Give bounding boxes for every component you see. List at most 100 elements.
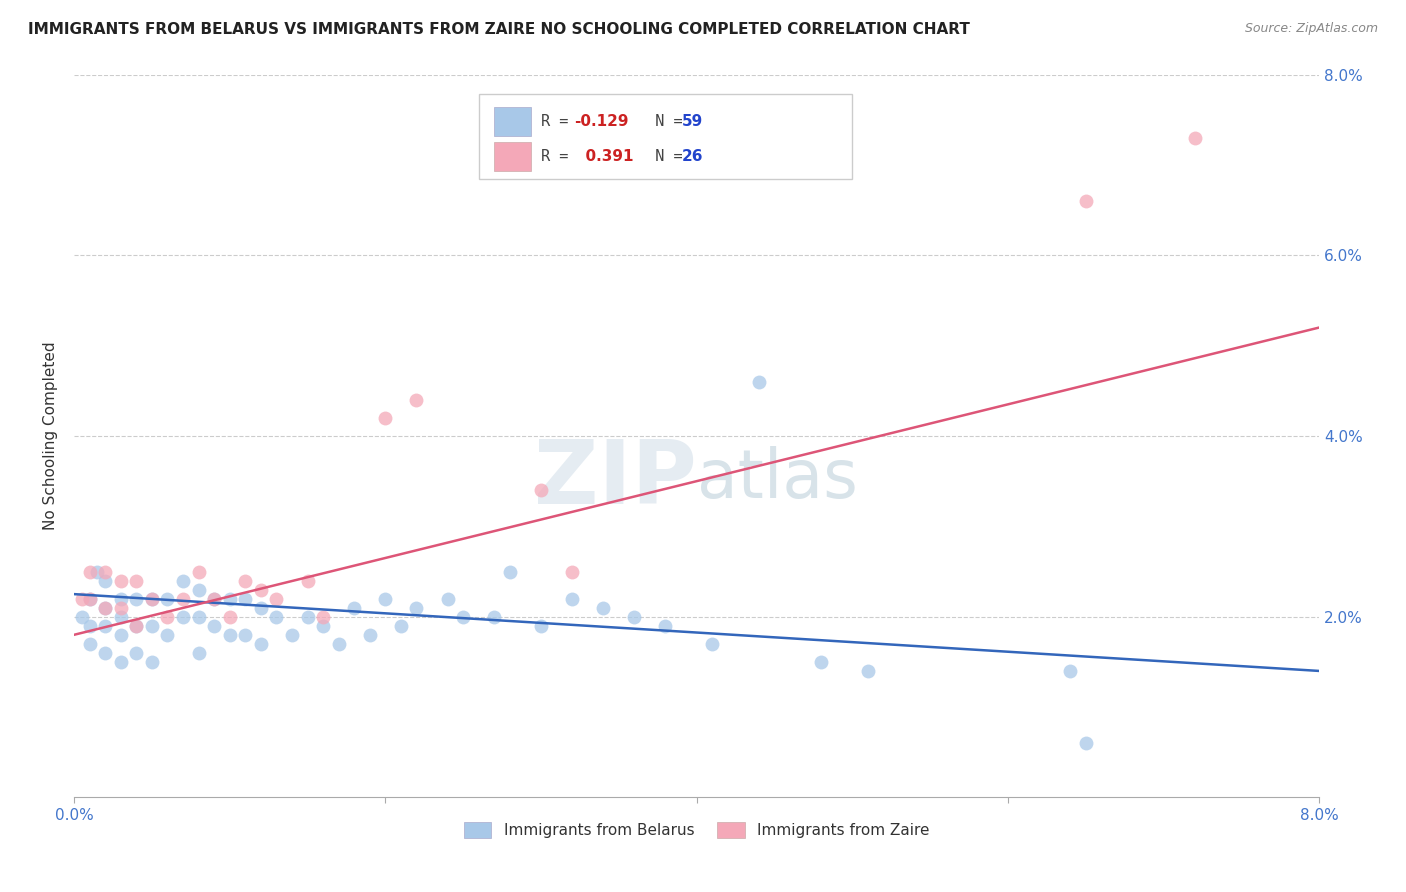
- Point: [187, 565, 209, 579]
- Point: [266, 591, 288, 606]
- Point: [94, 574, 117, 588]
- Point: [328, 637, 350, 651]
- Point: [94, 646, 117, 660]
- Point: [218, 628, 240, 642]
- Point: [405, 392, 427, 407]
- Point: [530, 483, 553, 498]
- Text: N =: N =: [637, 114, 692, 129]
- Legend: Immigrants from Belarus, Immigrants from Zaire: Immigrants from Belarus, Immigrants from…: [458, 816, 935, 844]
- Point: [856, 664, 879, 678]
- Point: [86, 565, 108, 579]
- Point: [172, 591, 194, 606]
- Point: [530, 619, 553, 633]
- Point: [233, 574, 256, 588]
- Point: [141, 619, 163, 633]
- Point: [297, 609, 319, 624]
- Point: [110, 600, 132, 615]
- Point: [202, 591, 225, 606]
- Text: 0.391: 0.391: [575, 149, 633, 164]
- Point: [110, 591, 132, 606]
- Point: [281, 628, 304, 642]
- Point: [202, 619, 225, 633]
- Point: [141, 655, 163, 669]
- Point: [94, 600, 117, 615]
- Point: [218, 609, 240, 624]
- FancyBboxPatch shape: [478, 94, 852, 179]
- Point: [484, 609, 506, 624]
- Point: [70, 591, 93, 606]
- Point: [266, 609, 288, 624]
- Point: [125, 591, 148, 606]
- Point: [125, 574, 148, 588]
- Point: [79, 591, 101, 606]
- Point: [125, 646, 148, 660]
- Point: [187, 646, 209, 660]
- Text: Source: ZipAtlas.com: Source: ZipAtlas.com: [1244, 22, 1378, 36]
- Point: [233, 591, 256, 606]
- Point: [436, 591, 458, 606]
- Text: atlas: atlas: [696, 446, 858, 512]
- Text: 59: 59: [682, 114, 703, 129]
- Point: [94, 600, 117, 615]
- Point: [1074, 736, 1097, 750]
- Point: [250, 582, 273, 597]
- Point: [810, 655, 832, 669]
- Point: [312, 609, 335, 624]
- Point: [187, 582, 209, 597]
- Point: [110, 628, 132, 642]
- Point: [451, 609, 474, 624]
- Text: R =: R =: [541, 149, 578, 164]
- Point: [250, 600, 273, 615]
- Point: [172, 609, 194, 624]
- Point: [359, 628, 381, 642]
- Text: IMMIGRANTS FROM BELARUS VS IMMIGRANTS FROM ZAIRE NO SCHOOLING COMPLETED CORRELAT: IMMIGRANTS FROM BELARUS VS IMMIGRANTS FR…: [28, 22, 970, 37]
- Point: [94, 565, 117, 579]
- Text: -0.129: -0.129: [575, 114, 628, 129]
- FancyBboxPatch shape: [494, 142, 531, 170]
- Point: [1184, 130, 1206, 145]
- Point: [233, 628, 256, 642]
- Point: [125, 619, 148, 633]
- Point: [110, 655, 132, 669]
- Point: [156, 609, 179, 624]
- Point: [110, 609, 132, 624]
- Point: [79, 619, 101, 633]
- Point: [79, 591, 101, 606]
- Point: [312, 619, 335, 633]
- Text: R =: R =: [541, 114, 578, 129]
- Y-axis label: No Schooling Completed: No Schooling Completed: [44, 342, 58, 531]
- Point: [79, 565, 101, 579]
- Point: [561, 565, 583, 579]
- Point: [374, 591, 396, 606]
- Point: [1059, 664, 1081, 678]
- Point: [1074, 194, 1097, 208]
- Point: [187, 609, 209, 624]
- Point: [389, 619, 412, 633]
- Point: [110, 574, 132, 588]
- Point: [405, 600, 427, 615]
- Point: [70, 609, 93, 624]
- Point: [156, 628, 179, 642]
- Point: [343, 600, 366, 615]
- FancyBboxPatch shape: [494, 107, 531, 136]
- Point: [218, 591, 240, 606]
- Text: ZIP: ZIP: [534, 436, 696, 523]
- Point: [297, 574, 319, 588]
- Point: [79, 637, 101, 651]
- Point: [141, 591, 163, 606]
- Point: [654, 619, 676, 633]
- Point: [748, 375, 770, 389]
- Point: [623, 609, 645, 624]
- Point: [202, 591, 225, 606]
- Point: [374, 411, 396, 425]
- Text: 26: 26: [682, 149, 703, 164]
- Point: [561, 591, 583, 606]
- Point: [702, 637, 724, 651]
- Point: [141, 591, 163, 606]
- Point: [156, 591, 179, 606]
- Point: [125, 619, 148, 633]
- Point: [250, 637, 273, 651]
- Point: [94, 619, 117, 633]
- Text: N =: N =: [637, 149, 692, 164]
- Point: [592, 600, 614, 615]
